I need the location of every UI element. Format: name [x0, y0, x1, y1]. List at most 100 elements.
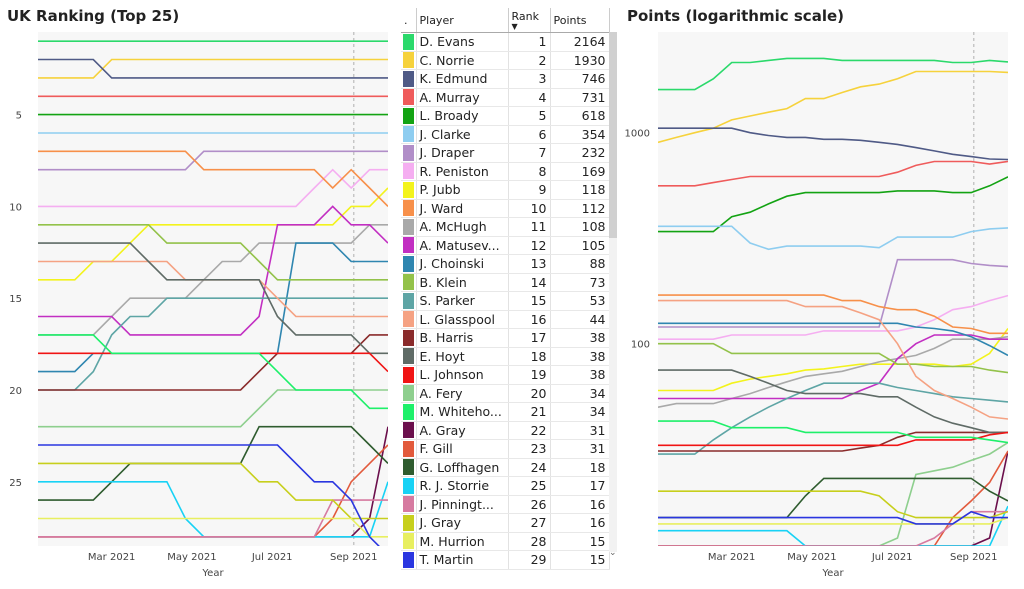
player-cell: J. Choinski: [416, 254, 509, 274]
table-row[interactable]: A. McHugh 11 108: [401, 217, 610, 237]
points-cell: 31: [550, 439, 610, 459]
table-row[interactable]: T. Martin 29 15: [401, 550, 610, 570]
table-row[interactable]: K. Edmund 3 746: [401, 69, 610, 89]
x-tick-label: Jul 2021: [251, 552, 293, 563]
table-row[interactable]: J. Ward 10 112: [401, 199, 610, 218]
table-row[interactable]: S. Parker 15 53: [401, 291, 610, 311]
table-row[interactable]: J. Clarke 6 354: [401, 125, 610, 144]
table-row[interactable]: M. Hurrion 28 15: [401, 532, 610, 551]
player-cell: A. Fery: [416, 384, 509, 403]
series-line: [658, 369, 1008, 434]
table-row[interactable]: C. Norrie 2 1930: [401, 51, 610, 70]
color-swatch: [401, 458, 417, 477]
series-line: [38, 58, 388, 79]
color-swatch: [401, 365, 417, 385]
points-cell: 169: [550, 162, 610, 181]
points-cell: 53: [550, 291, 610, 311]
table-row[interactable]: R. J. Storrie 25 17: [401, 476, 610, 496]
right-chart-title: Points (logarithmic scale): [627, 7, 844, 25]
table-row[interactable]: G. Loffhagen 24 18: [401, 458, 610, 477]
table-row[interactable]: A. Fery 20 34: [401, 384, 610, 403]
player-cell: A. McHugh: [416, 217, 509, 237]
player-cell: A. Matusev...: [416, 236, 509, 255]
x-tick-label: May 2021: [787, 552, 836, 563]
series-line: [38, 334, 388, 410]
points-cell: 354: [550, 125, 610, 144]
player-cell: L. Glasspool: [416, 310, 509, 329]
player-cell: G. Loffhagen: [416, 458, 509, 477]
series-line: [658, 342, 1008, 374]
table-row[interactable]: M. Whiteho... 21 34: [401, 402, 610, 422]
points-cell: 731: [550, 88, 610, 107]
series-line: [38, 444, 380, 546]
points-cell: 38: [550, 347, 610, 366]
scroll-down-icon[interactable]: ⌄: [609, 548, 617, 558]
x-tick-label: Mar 2021: [88, 552, 136, 563]
table-row[interactable]: L. Broady 5 618: [401, 106, 610, 126]
series-line: [38, 150, 388, 171]
rank-cell: 17: [508, 328, 551, 348]
player-cell: R. J. Storrie: [416, 476, 509, 496]
player-cell: J. Pinningt...: [416, 495, 509, 514]
table-row[interactable]: A. Murray 4 731: [401, 88, 610, 107]
color-swatch: [401, 236, 417, 255]
points-cell: 88: [550, 254, 610, 274]
player-cell: J. Ward: [416, 199, 509, 218]
rank-cell: 16: [508, 310, 551, 329]
y-tick-label: 20: [9, 386, 22, 397]
rank-cell: 25: [508, 476, 551, 496]
points-cell: 1930: [550, 51, 610, 70]
table-row[interactable]: P. Jubb 9 118: [401, 180, 610, 200]
color-swatch: [401, 217, 417, 237]
player-cell: D. Evans: [416, 32, 509, 52]
rank-cell: 28: [508, 532, 551, 551]
color-swatch: [401, 347, 417, 366]
player-column-header[interactable]: Player: [416, 8, 509, 33]
table-scrollbar-track[interactable]: [609, 32, 617, 552]
color-column-header[interactable]: .: [401, 8, 417, 33]
points-cell: 112: [550, 199, 610, 218]
rank-cell: 3: [508, 69, 551, 89]
series-line: [658, 70, 1008, 144]
color-swatch: [401, 310, 417, 329]
table-row[interactable]: B. Harris 17 38: [401, 328, 610, 348]
player-cell: B. Harris: [416, 328, 509, 348]
points-cell: 38: [550, 328, 610, 348]
table-row[interactable]: L. Glasspool 16 44: [401, 310, 610, 329]
table-row[interactable]: F. Gill 23 31: [401, 439, 610, 459]
points-cell: 31: [550, 421, 610, 440]
color-swatch: [401, 88, 417, 107]
rank-cell: 11: [508, 217, 551, 237]
table-row[interactable]: A. Matusev... 12 105: [401, 236, 610, 255]
points-chart: Mar 2021 May 2021 Jul 2021 Sep 2021 Year 100 1…: [625, 32, 1008, 579]
table-row[interactable]: J. Gray 27 16: [401, 513, 610, 533]
table-row[interactable]: B. Klein 14 73: [401, 273, 610, 292]
table-row[interactable]: J. Choinski 13 88: [401, 254, 610, 274]
rank-cell: 21: [508, 402, 551, 422]
rank-cell: 6: [508, 125, 551, 144]
table-row[interactable]: D. Evans 1 2164: [401, 32, 610, 52]
points-cell: 118: [550, 180, 610, 200]
table-row[interactable]: A. Gray 22 31: [401, 421, 610, 440]
color-swatch: [401, 328, 417, 348]
table-row[interactable]: L. Johnson 19 38: [401, 365, 610, 385]
rank-cell: 5: [508, 106, 551, 126]
table-row[interactable]: R. Peniston 8 169: [401, 162, 610, 181]
table-row[interactable]: J. Pinningt... 26 16: [401, 495, 610, 514]
points-cell: 16: [550, 513, 610, 533]
color-swatch: [401, 32, 417, 52]
color-swatch: [401, 532, 417, 551]
series-line: [658, 441, 1008, 546]
color-swatch: [401, 421, 417, 440]
series-line: [38, 150, 388, 207]
table-row[interactable]: J. Draper 7 232: [401, 143, 610, 163]
player-cell: F. Gill: [416, 439, 509, 459]
color-swatch: [401, 439, 417, 459]
series-line: [658, 225, 1008, 251]
player-cell: E. Hoyt: [416, 347, 509, 366]
series-line: [658, 431, 1008, 447]
table-row[interactable]: E. Hoyt 18 38: [401, 347, 610, 366]
points-column-header[interactable]: Points: [550, 8, 610, 33]
rank-column-header[interactable]: Rank ▼: [508, 8, 551, 33]
table-scrollbar-thumb[interactable]: [609, 32, 617, 238]
